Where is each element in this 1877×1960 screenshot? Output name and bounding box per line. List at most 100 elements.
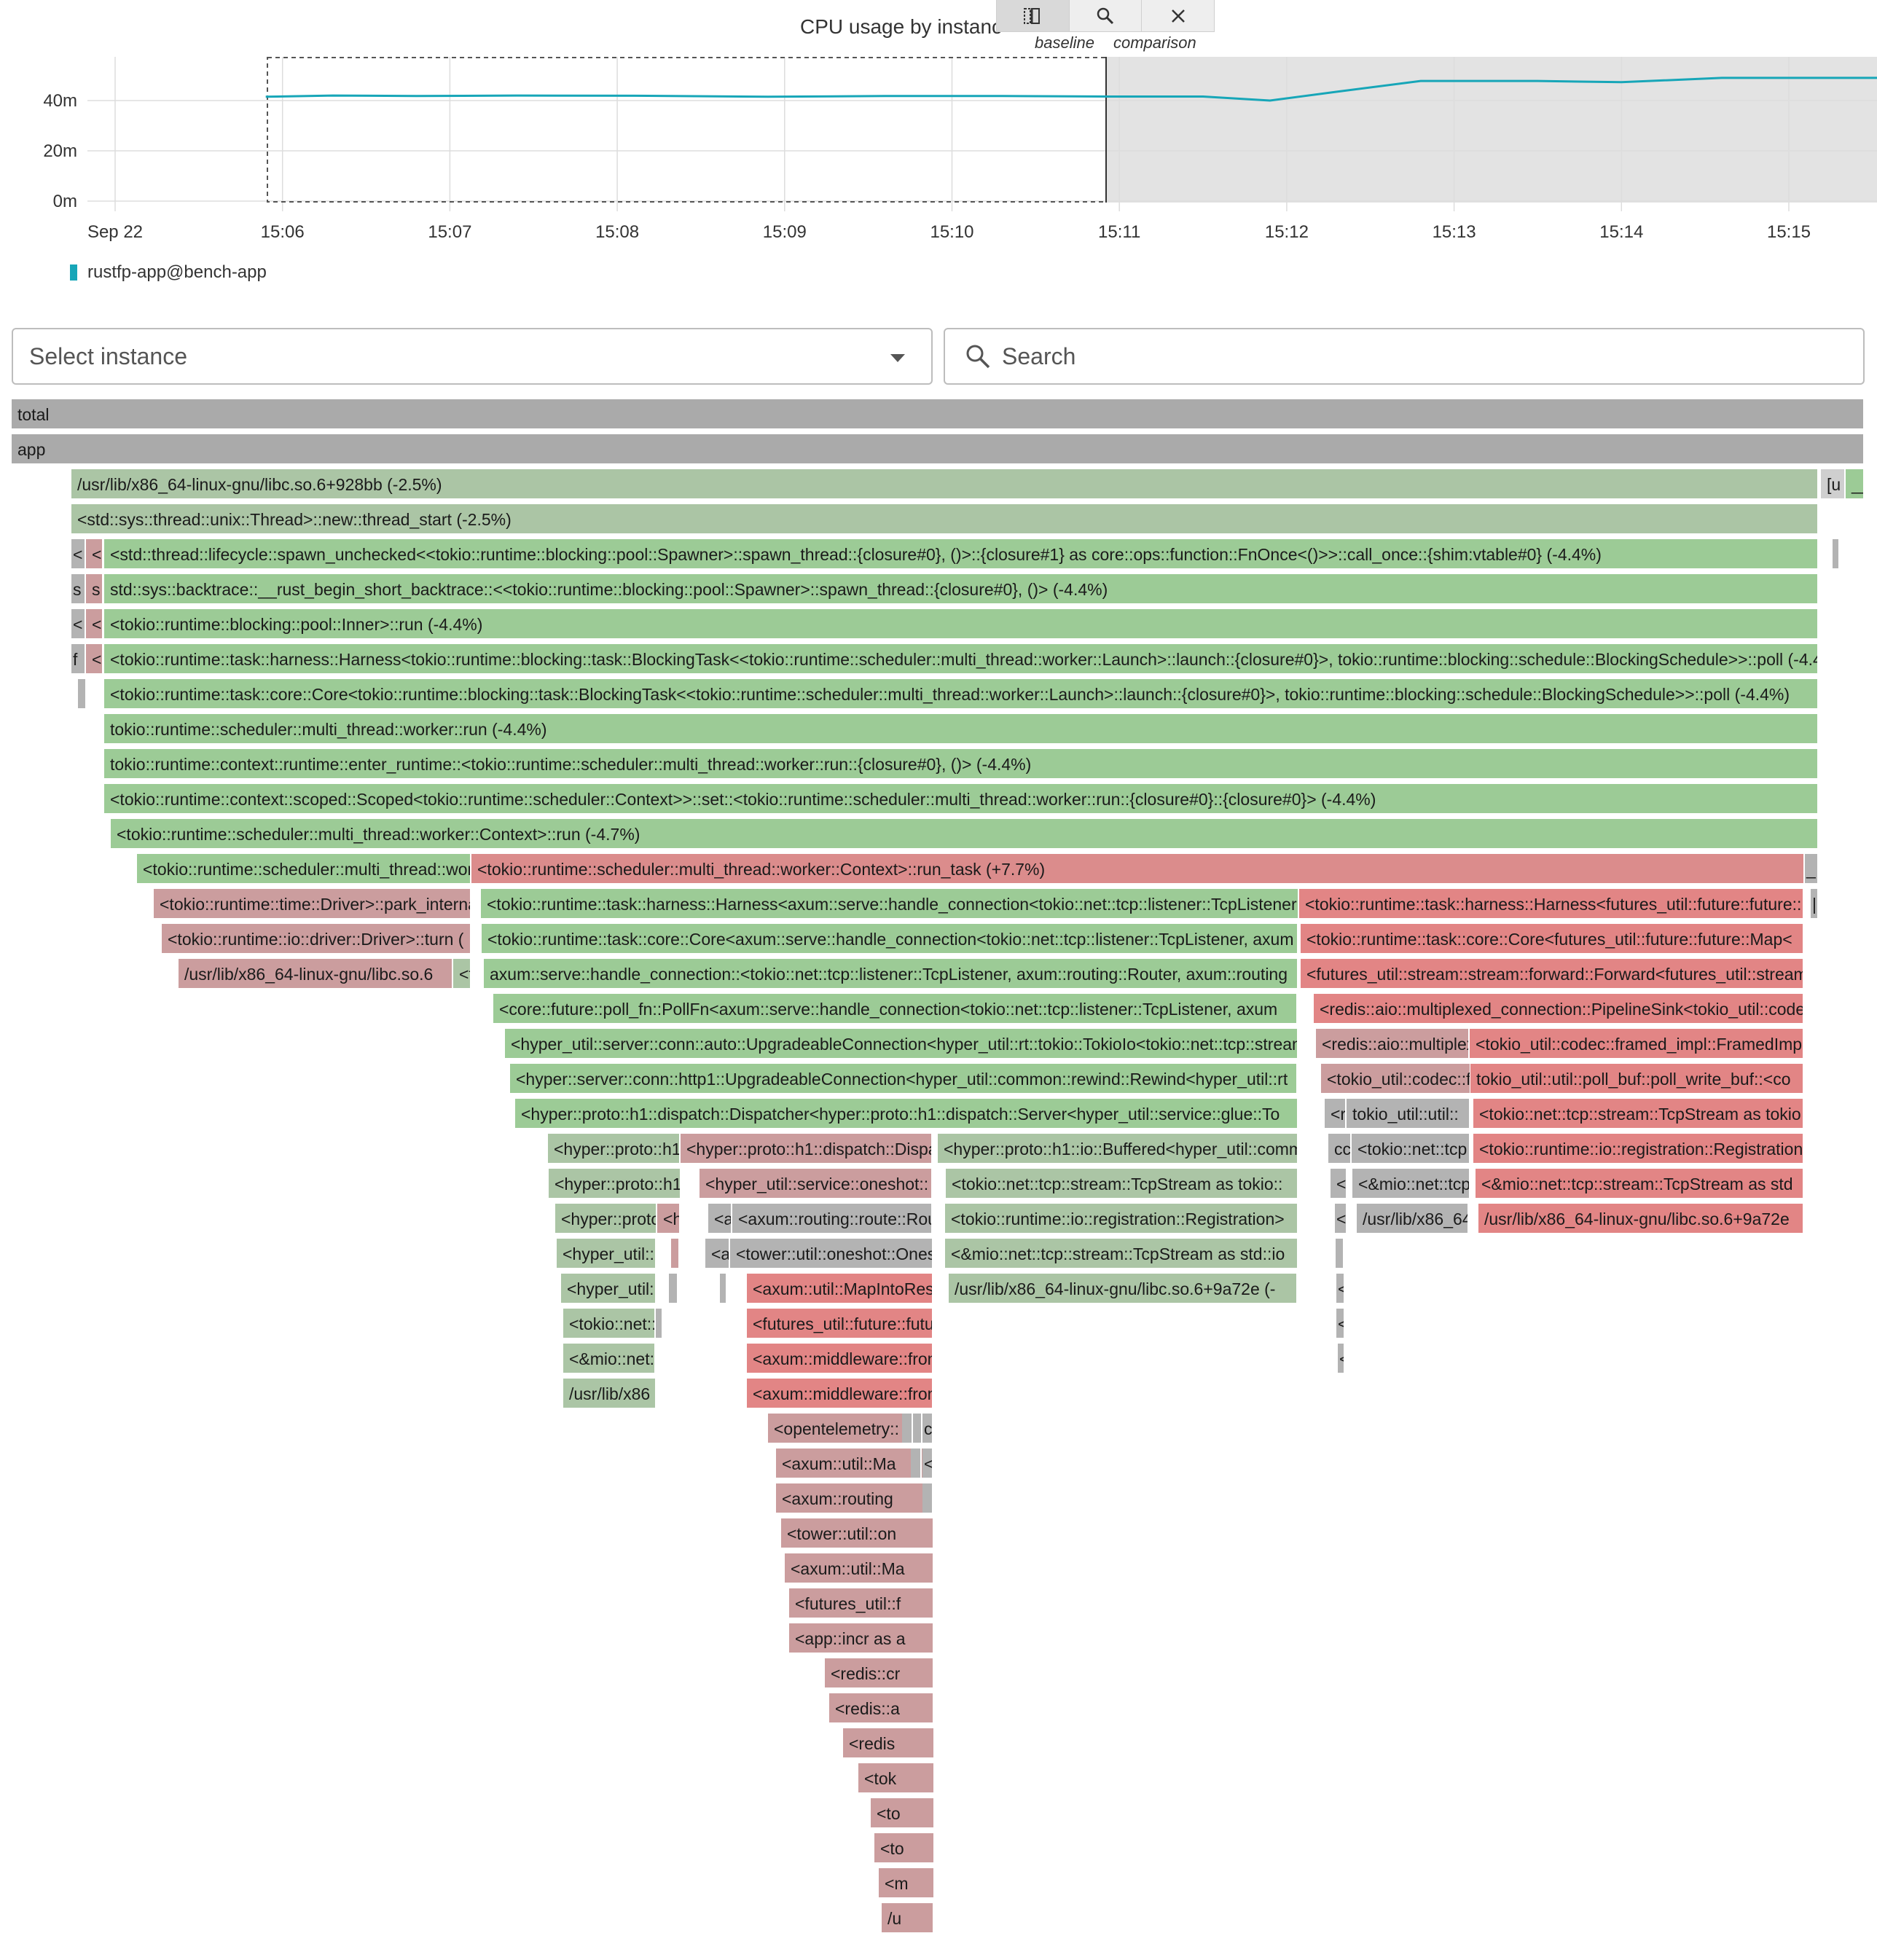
flame-frame[interactable]: /usr/lib/x86_64: [1357, 1204, 1469, 1236]
flame-frame[interactable]: /usr/lib/x86_64-linux-gnu/libc.so.6+9a72…: [1478, 1204, 1804, 1236]
flame-frame[interactable]: <: [86, 609, 103, 641]
flame-frame[interactable]: <tokio::runtime::task::harness::Harness<…: [481, 889, 1299, 921]
flame-frame[interactable]: [1833, 539, 1840, 571]
flame-frame[interactable]: <: [1338, 1344, 1345, 1376]
flame-frame[interactable]: <futures_util::future::future: [747, 1309, 933, 1341]
flame-frame[interactable]: <core::future::poll_fn::PollFn<axum::ser…: [493, 994, 1298, 1026]
flame-frame[interactable]: <tokio_util::codec::framed_impl::FramedI…: [1470, 1029, 1804, 1061]
flame-frame[interactable]: <redis::cr: [825, 1658, 934, 1690]
chart-legend[interactable]: rustfp-app@bench-app: [70, 262, 267, 283]
flame-frame[interactable]: tokio::runtime::scheduler::multi_thread:…: [104, 714, 1819, 746]
flame-frame[interactable]: f: [71, 644, 86, 676]
flame-frame[interactable]: <hyper_util::: [557, 1239, 657, 1271]
flame-frame[interactable]: [656, 1309, 663, 1341]
flame-frame[interactable]: <: [71, 539, 86, 571]
flame-frame[interactable]: [720, 1274, 727, 1306]
flame-frame[interactable]: c: [922, 1414, 933, 1446]
flame-frame[interactable]: <tokio::runtime::blocking::pool::Inner>:…: [104, 609, 1819, 641]
flame-frame[interactable]: <tokio_util::codec::framed: [1321, 1064, 1471, 1096]
flame-frame[interactable]: <to: [871, 1798, 935, 1830]
baseline-selection-region[interactable]: [267, 57, 1107, 203]
flame-frame[interactable]: <axum::util::MapIntoResponse: [747, 1274, 933, 1306]
flame-frame[interactable]: <axum::util::Ma: [776, 1449, 934, 1481]
flame-frame[interactable]: <axum::util::Ma: [785, 1553, 934, 1585]
flame-frame[interactable]: <tokio::runtime::task::harness::Harness<…: [104, 644, 1819, 676]
search-selection-button[interactable]: [1070, 0, 1143, 31]
flame-frame[interactable]: <: [1336, 1274, 1345, 1306]
flame-frame[interactable]: <&mio::net::tcp::stream::TcpStream as st…: [1476, 1169, 1804, 1201]
flame-frame[interactable]: s: [71, 574, 86, 606]
flame-frame[interactable]: <std::sys::thread::unix::Thread>::new::t…: [71, 504, 1819, 536]
flame-frame[interactable]: <a: [708, 1204, 732, 1236]
flame-frame[interactable]: <&mio::net::tcp: [1352, 1169, 1470, 1201]
flame-frame[interactable]: [671, 1239, 680, 1271]
flame-frame[interactable]: |: [1811, 889, 1819, 921]
flame-frame[interactable]: <std::thread::lifecycle::spawn_unchecked…: [104, 539, 1819, 571]
flame-frame[interactable]: <tokio::runtime::scheduler::multi_thread…: [111, 819, 1819, 851]
flame-frame[interactable]: <m: [879, 1868, 935, 1900]
flame-frame[interactable]: <tokio::runtime::task::core::Core<axum::…: [482, 924, 1298, 956]
flame-frame[interactable]: <axum::middleware::from_fn: [747, 1379, 933, 1411]
flame-frame[interactable]: cc: [1328, 1134, 1352, 1166]
flame-frame[interactable]: <redis::aio::multiplexed: [1316, 1029, 1470, 1061]
flame-frame[interactable]: <futures_util::stream::stream::forward::…: [1301, 959, 1804, 991]
cpu-usage-chart[interactable]: CPU usage by instanc 0m 20m 40m Sep 22 15:0…: [0, 0, 1877, 291]
flame-frame[interactable]: <hyper::proto: [555, 1204, 657, 1236]
flame-frame[interactable]: __: [1846, 469, 1865, 501]
flame-frame[interactable]: [911, 1449, 922, 1481]
flame-frame[interactable]: <hyper_util::server::conn::auto::Upgrade…: [505, 1029, 1298, 1061]
flame-frame[interactable]: <tokio::net::tcp: [1352, 1134, 1470, 1166]
flame-frame[interactable]: <hyper_util::service::oneshot::: [700, 1169, 933, 1201]
flame-frame[interactable]: <tower::util::oneshot::Oneshot: [730, 1239, 933, 1271]
flame-frame[interactable]: <&mio::net::: [563, 1344, 656, 1376]
flame-frame[interactable]: <r: [1325, 1099, 1347, 1131]
flame-frame[interactable]: tokio_util::util::: [1347, 1099, 1470, 1131]
flame-frame[interactable]: <tokio::runtime::io::driver::Driver>::tu…: [162, 924, 471, 956]
flame-frame[interactable]: <tokio::net::tcp::stream::TcpStream as t…: [946, 1169, 1298, 1201]
flame-frame[interactable]: <redis::a: [829, 1693, 934, 1725]
flame-frame[interactable]: <tokio::runtime::time::Driver>::park_int…: [154, 889, 471, 921]
flame-frame[interactable]: tokio::runtime::context::runtime::enter_…: [104, 749, 1819, 781]
flame-frame[interactable]: /usr/lib/x86_64-linux-gnu/libc.so.6+928b…: [71, 469, 1819, 501]
clear-selection-button[interactable]: [1142, 0, 1214, 31]
flame-frame[interactable]: <hyper::proto::h1: [548, 1134, 681, 1166]
flame-frame[interactable]: <tokio::net::: [563, 1309, 656, 1341]
flame-frame[interactable]: [1336, 1239, 1344, 1271]
flame-frame[interactable]: <: [86, 539, 103, 571]
flame-frame[interactable]: /usr/lib/x86_64-linux-gnu/libc.so.6: [179, 959, 453, 991]
flame-frame[interactable]: <: [71, 609, 86, 641]
flame-frame[interactable]: <: [86, 644, 103, 676]
flame-frame[interactable]: <axum::middleware::from_fn: [747, 1344, 933, 1376]
flame-frame[interactable]: <redis: [843, 1728, 935, 1760]
flame-frame[interactable]: <axum::routing: [776, 1483, 933, 1516]
flame-frame[interactable]: <tokio::runtime::io::registration::Regis…: [945, 1204, 1298, 1236]
flame-frame[interactable]: <a: [705, 1239, 730, 1271]
flame-frame[interactable]: _: [1805, 854, 1819, 886]
flame-frame[interactable]: <tokio::runtime::task::core::Core<tokio:…: [104, 679, 1819, 711]
flame-frame[interactable]: s: [86, 574, 103, 606]
flame-frame[interactable]: <tokio::runtime::io::registration::Regis…: [1473, 1134, 1804, 1166]
flame-frame[interactable]: std::sys::backtrace::__rust_begin_short_…: [104, 574, 1819, 606]
flame-frame[interactable]: app: [12, 434, 1865, 466]
flame-frame[interactable]: [902, 1414, 913, 1446]
flame-frame[interactable]: [78, 679, 87, 711]
flame-frame[interactable]: <hyper::proto::h1::dispatch::Dispatcher<…: [515, 1099, 1298, 1131]
flame-frame[interactable]: total: [12, 399, 1865, 431]
flame-frame[interactable]: <tokio::runtime::task::harness::Harness<…: [1299, 889, 1804, 921]
flame-frame[interactable]: <hyper::proto::h1: [549, 1169, 681, 1201]
flame-frame[interactable]: axum::serve::handle_connection::<tokio::…: [484, 959, 1298, 991]
flame-frame[interactable]: <: [1331, 1169, 1347, 1201]
flame-frame[interactable]: <tokio::runtime::scheduler::multi_thread…: [137, 854, 471, 886]
search-input[interactable]: Search: [944, 328, 1865, 385]
flame-frame[interactable]: <t: [453, 959, 471, 991]
flame-frame[interactable]: <axum::routing::route::Route: [732, 1204, 933, 1236]
flame-frame[interactable]: /usr/lib/x86: [563, 1379, 657, 1411]
flame-frame[interactable]: <tok: [858, 1763, 935, 1795]
flame-frame[interactable]: <redis::aio::multiplexed_connection::Pip…: [1314, 994, 1804, 1026]
flame-frame[interactable]: <: [1335, 1204, 1347, 1236]
flame-frame[interactable]: <futures_util::f: [789, 1588, 934, 1620]
flame-frame[interactable]: <tokio::runtime::context::scoped::Scoped…: [104, 784, 1819, 816]
flame-frame[interactable]: <hyper::proto::h1::io::Buffered<hyper_ut…: [938, 1134, 1298, 1166]
flame-frame[interactable]: <hyper_util::: [561, 1274, 657, 1306]
flame-frame[interactable]: tokio_util::util::poll_buf::poll_write_b…: [1470, 1064, 1804, 1096]
